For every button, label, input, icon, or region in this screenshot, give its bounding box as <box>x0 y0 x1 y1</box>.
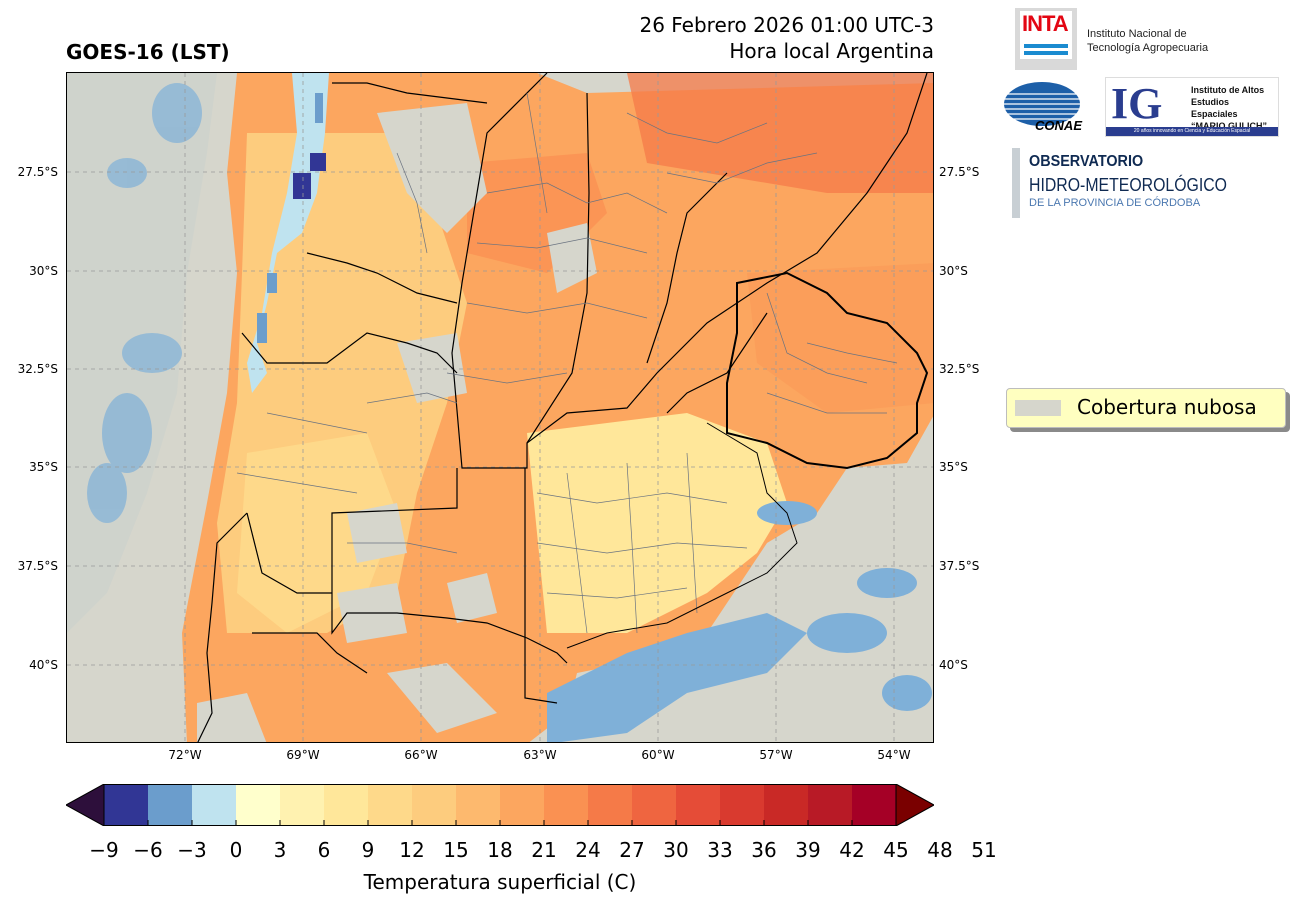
colorbar-tick-label: 15 <box>443 838 469 862</box>
colorbar-tick-label: 48 <box>927 838 953 862</box>
product-title: GOES-16 (LST) <box>66 40 230 64</box>
colorbar-segment <box>852 784 897 826</box>
colorbar-tick-label: 6 <box>317 838 331 862</box>
lon-label: 60°W <box>641 748 675 762</box>
lat-label-right: 32.5°S <box>939 362 980 376</box>
cold-cloud-patches <box>87 83 202 523</box>
observatorio-logo-line2: HIDRO-METEOROLÓGICO <box>1029 175 1228 195</box>
observatorio-logo-bar <box>1012 148 1020 218</box>
colorbar-segment <box>500 784 545 826</box>
ig-logo: IG Instituto de Altos Estudios Espaciale… <box>1105 77 1279 137</box>
lon-label: 57°W <box>759 748 793 762</box>
colorbar-tick-label: 30 <box>663 838 689 862</box>
colorbar-tick-label: −6 <box>133 838 163 862</box>
inta-logo: INTA <box>1015 8 1077 70</box>
colorbar-tick-label: 27 <box>619 838 645 862</box>
inta-logo-text: INTA <box>1022 11 1069 36</box>
colorbar-tick-label: 0 <box>229 838 243 862</box>
colorbar-segment <box>412 784 457 826</box>
colorbar-over-arrow <box>895 783 936 827</box>
lon-label: 69°W <box>286 748 320 762</box>
colorbar-segment <box>456 784 501 826</box>
conae-globe-icon: CONAE <box>1004 82 1082 133</box>
andes-cold-pixels <box>247 73 329 393</box>
datetime-title: 26 Febrero 2026 01:00 UTC-3 Hora local A… <box>639 12 934 64</box>
lon-label: 66°W <box>404 748 438 762</box>
colorbar-tick-label: 51 <box>971 838 997 862</box>
colorbar-segment <box>104 784 149 826</box>
lat-label-left: 32.5°S <box>17 362 58 376</box>
inta-name: Instituto Nacional de Tecnología Agropec… <box>1087 28 1209 54</box>
colorbar-tick-label: 39 <box>795 838 821 862</box>
colorbar-tick-label: 45 <box>883 838 909 862</box>
conae-text: CONAE <box>1035 118 1082 132</box>
date-line: 26 Febrero 2026 01:00 UTC-3 <box>639 13 934 37</box>
colorbar-segment <box>544 784 589 826</box>
observatorio-logo-line3: DE LA PROVINCIA DE CÓRDOBA <box>1029 197 1201 209</box>
colorbar-tick-label: 42 <box>839 838 865 862</box>
colorbar-title: Temperatura superficial (C) <box>363 870 637 894</box>
coastline <box>566 422 798 649</box>
colorbar-under-arrow <box>64 783 105 827</box>
timezone-line: Hora local Argentina <box>729 39 934 63</box>
lst-map <box>66 72 934 743</box>
cloud-legend: Cobertura nubosa <box>1006 388 1286 428</box>
colorbar-tick-label: −9 <box>89 838 119 862</box>
lon-label: 54°W <box>877 748 911 762</box>
lat-label-left: 27.5°S <box>17 165 58 179</box>
map-canvas <box>67 73 933 742</box>
lat-label-right: 35°S <box>939 460 968 474</box>
colorbar-tick-label: 18 <box>487 838 513 862</box>
colorbar-segment <box>676 784 721 826</box>
lat-label-right: 30°S <box>939 264 968 278</box>
lon-label: 63°W <box>523 748 557 762</box>
lat-label-right: 40°S <box>939 658 968 672</box>
lat-label-right: 27.5°S <box>939 165 980 179</box>
department-borders <box>236 92 898 634</box>
colorbar-canvas <box>64 783 985 827</box>
cloud-legend-label: Cobertura nubosa <box>1077 395 1257 419</box>
ig-logo-footer: 20 años innovando en Ciencia y Educación… <box>1106 127 1278 136</box>
colorbar-tick-label: 36 <box>751 838 777 862</box>
colorbar-tick-label: 12 <box>399 838 425 862</box>
colorbar-segment <box>764 784 809 826</box>
lat-label-left: 30°S <box>29 264 58 278</box>
observatorio-logo-line1: OBSERVATORIO <box>1029 153 1144 170</box>
colorbar-tick-label: 9 <box>361 838 375 862</box>
graticule <box>67 73 933 742</box>
temperature-colorbar <box>64 783 985 827</box>
province-borders <box>197 73 929 742</box>
lat-label-left: 37.5°S <box>17 559 58 573</box>
lat-label-left: 40°S <box>29 658 58 672</box>
ig-logo-text: IG <box>1111 79 1163 128</box>
conae-logo: CONAE <box>1004 80 1086 133</box>
colorbar-segment <box>808 784 853 826</box>
colorbar-segment <box>148 784 193 826</box>
colorbar-segment <box>368 784 413 826</box>
colorbar-segment <box>720 784 765 826</box>
colorbar-segment <box>632 784 677 826</box>
colorbar-segment <box>324 784 369 826</box>
colorbar-tick-label: 33 <box>707 838 733 862</box>
colorbar-tick-label: 3 <box>273 838 287 862</box>
colorbar-segment <box>236 784 281 826</box>
colorbar-tick-label: 24 <box>575 838 601 862</box>
lat-label-right: 37.5°S <box>939 559 980 573</box>
cloud-legend-swatch <box>1015 400 1061 416</box>
colorbar-tick-label: −3 <box>177 838 207 862</box>
colorbar-tick-label: 21 <box>531 838 557 862</box>
colorbar-segment <box>192 784 237 826</box>
ig-logo-name: Instituto de Altos Estudios Espaciales “… <box>1191 85 1267 131</box>
colorbar-segment <box>280 784 325 826</box>
colorbar-segment <box>588 784 633 826</box>
lon-label: 72°W <box>168 748 202 762</box>
lat-label-left: 35°S <box>29 460 58 474</box>
